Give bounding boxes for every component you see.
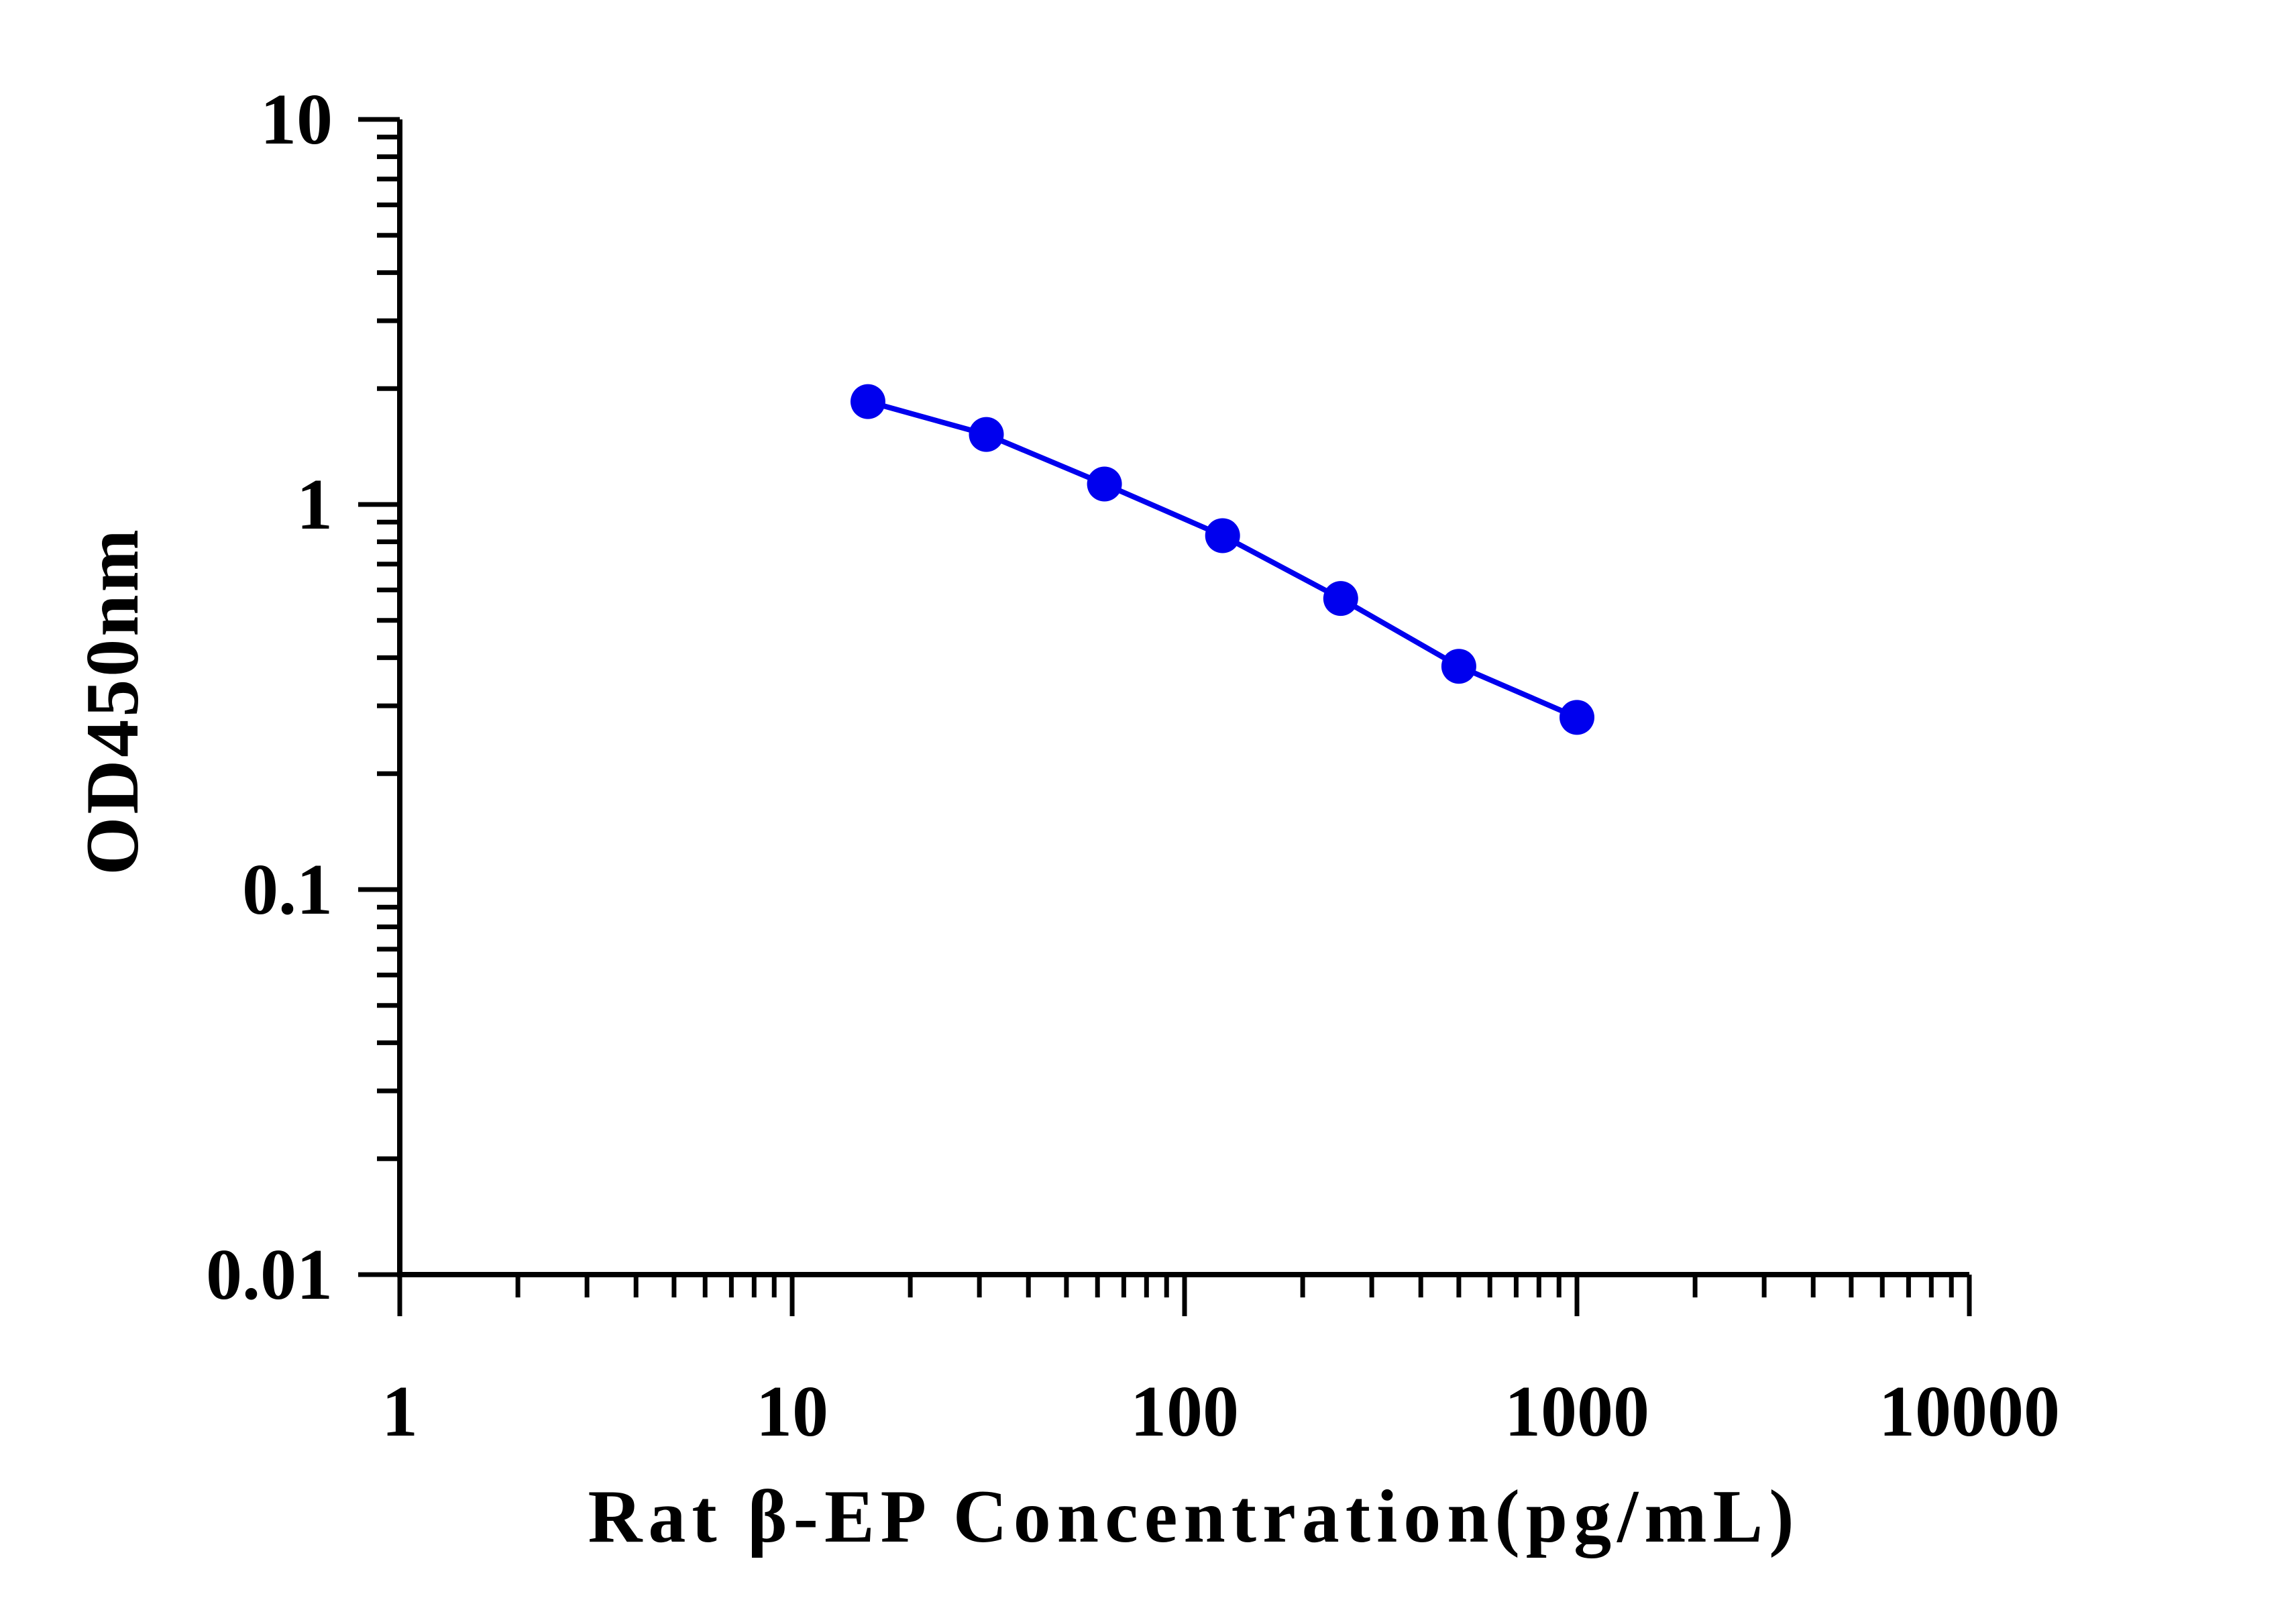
data-point: [850, 384, 885, 419]
y-tick-label: 1: [296, 465, 333, 545]
ticks: [358, 117, 1972, 1316]
y-tick-label: 0.01: [206, 1235, 333, 1315]
data-point: [1087, 466, 1122, 502]
axes: [397, 119, 1969, 1277]
data-point: [969, 417, 1004, 452]
y-axis-title: OD450nm: [71, 527, 154, 875]
y-tick-label: 0.1: [242, 850, 333, 930]
x-tick-label: 100: [1130, 1372, 1239, 1452]
data-point: [1441, 649, 1476, 684]
data-point: [1205, 518, 1240, 553]
x-tick-label: 1000: [1505, 1372, 1649, 1452]
x-tick-label: 1: [382, 1372, 418, 1452]
x-tick-label: 10: [756, 1372, 828, 1452]
tick-labels: 1 10 100 1000 10000 0.01 0.1 1 10: [206, 80, 2060, 1452]
x-axis-title: Rat β-EP Concentration(pg/mL): [588, 1475, 1800, 1558]
x-tick-label: 10000: [1879, 1372, 2060, 1452]
data-point: [1560, 700, 1594, 735]
series-layer: [850, 384, 1594, 735]
y-tick-label: 10: [260, 80, 333, 160]
data-point: [1323, 581, 1358, 617]
